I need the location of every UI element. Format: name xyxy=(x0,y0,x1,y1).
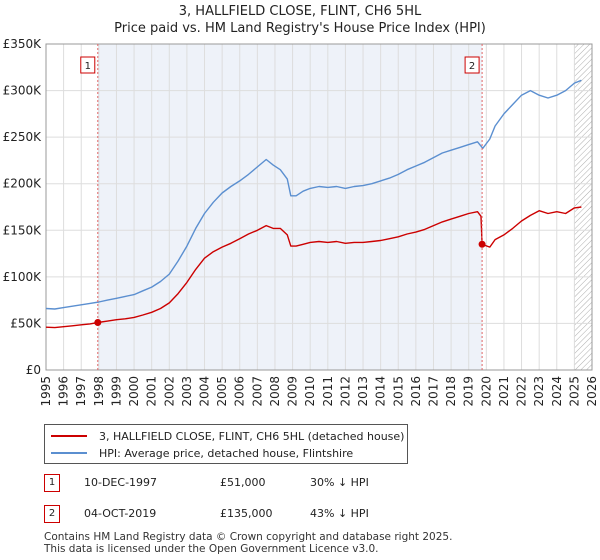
sale-badge-1: 1 xyxy=(44,474,60,492)
sale-marker-label-2: 2 xyxy=(469,61,475,72)
x-tick-label: 2022 xyxy=(515,376,529,407)
x-tick-label: 1995 xyxy=(39,376,53,407)
y-tick-label: £300K xyxy=(3,84,43,98)
sale-point-2 xyxy=(478,240,486,248)
sale-badge-2: 2 xyxy=(44,505,60,523)
sale-hpi-diff-2: 43% ↓ HPI xyxy=(310,507,369,520)
x-tick-label: 2021 xyxy=(497,376,511,407)
chart-subtitle: Price paid vs. HM Land Registry's House … xyxy=(114,21,486,36)
x-tick-label: 1999 xyxy=(109,376,123,407)
x-tick-label: 2024 xyxy=(550,376,564,407)
x-tick-label: 2012 xyxy=(338,376,352,407)
x-tick-label: 2001 xyxy=(145,376,159,407)
footer-licence: This data is licensed under the Open Gov… xyxy=(44,543,379,555)
price-chart: £0 £50K £100K £150K £200K £250K £300K £350K 1995… xyxy=(3,37,599,407)
sale-row-1: 1 10-DEC-1997 £51,000 30% ↓ HPI xyxy=(44,474,584,494)
hpi-line xyxy=(45,79,582,310)
y-tick-label: £250K xyxy=(3,130,43,144)
sale-marker-box-2 xyxy=(464,56,480,74)
x-tick-label: 2016 xyxy=(409,376,423,407)
sale-date-2: 04-OCT-2019 xyxy=(84,507,157,520)
forecast-hatch xyxy=(574,44,592,370)
sale-marker-box-1 xyxy=(80,56,96,74)
property-price-line xyxy=(45,206,582,329)
chart-legend: 3, HALLFIELD CLOSE, FLINT, CH6 5HL (deta… xyxy=(44,424,408,464)
x-tick-label: 2026 xyxy=(585,376,599,407)
x-tick-label: 2007 xyxy=(250,376,264,407)
legend-item-property: 3, HALLFIELD CLOSE, FLINT, CH6 5HL (deta… xyxy=(51,428,404,444)
x-tick-label: 2015 xyxy=(391,376,405,407)
y-tick-label: £200K xyxy=(3,177,43,191)
x-tick-label: 2020 xyxy=(479,376,493,407)
x-tick-label: 2023 xyxy=(532,376,546,407)
x-tick-label: 2004 xyxy=(198,376,212,407)
sale-hpi-diff-1: 30% ↓ HPI xyxy=(310,476,369,489)
y-tick-label: £0 xyxy=(26,363,41,377)
x-tick-label: 1997 xyxy=(74,376,88,407)
sale-point-1 xyxy=(94,318,102,326)
legend-label-hpi: HPI: Average price, detached house, Flin… xyxy=(99,446,354,460)
x-tick-label: 2011 xyxy=(321,376,335,407)
x-tick-label: 2019 xyxy=(462,376,476,407)
x-tick-label: 1998 xyxy=(92,376,106,407)
x-tick-label: 2002 xyxy=(162,376,176,407)
legend-item-hpi: HPI: Average price, detached house, Flin… xyxy=(51,445,353,461)
sale-row-2: 2 04-OCT-2019 £135,000 43% ↓ HPI xyxy=(44,505,584,525)
x-tick-label: 2006 xyxy=(233,376,247,407)
x-tick-label: 2014 xyxy=(374,376,388,407)
x-tick-label: 2017 xyxy=(426,376,440,407)
x-tick-label: 2005 xyxy=(215,376,229,407)
x-tick-label: 2025 xyxy=(567,376,581,407)
sale-price-2: £135,000 xyxy=(220,507,273,520)
x-tick-label: 2003 xyxy=(180,376,194,407)
y-tick-label: £150K xyxy=(3,223,43,237)
ownership-shade xyxy=(97,44,483,370)
legend-swatch-property xyxy=(51,435,87,437)
legend-label-property: 3, HALLFIELD CLOSE, FLINT, CH6 5HL (deta… xyxy=(99,429,405,443)
sale-marker-label-1: 1 xyxy=(85,61,91,72)
x-tick-label: 2008 xyxy=(268,376,282,407)
chart-title: 3, HALLFIELD CLOSE, FLINT, CH6 5HL xyxy=(178,4,422,19)
footer-copyright: Contains HM Land Registry data © Crown c… xyxy=(44,531,453,543)
legend-swatch-hpi xyxy=(51,452,87,454)
y-tick-label: £350K xyxy=(3,37,43,51)
sale-price-1: £51,000 xyxy=(220,476,266,489)
x-tick-label: 2009 xyxy=(286,376,300,407)
x-tick-label: 2018 xyxy=(444,376,458,407)
plot-frame xyxy=(45,43,593,371)
x-tick-label: 2000 xyxy=(127,376,141,407)
x-tick-label: 2013 xyxy=(356,376,370,407)
x-tick-label: 1996 xyxy=(57,376,71,407)
x-tick-label: 2010 xyxy=(303,376,317,407)
y-tick-label: £50K xyxy=(10,316,42,330)
sale-date-1: 10-DEC-1997 xyxy=(84,476,158,489)
y-tick-label: £100K xyxy=(3,270,43,284)
